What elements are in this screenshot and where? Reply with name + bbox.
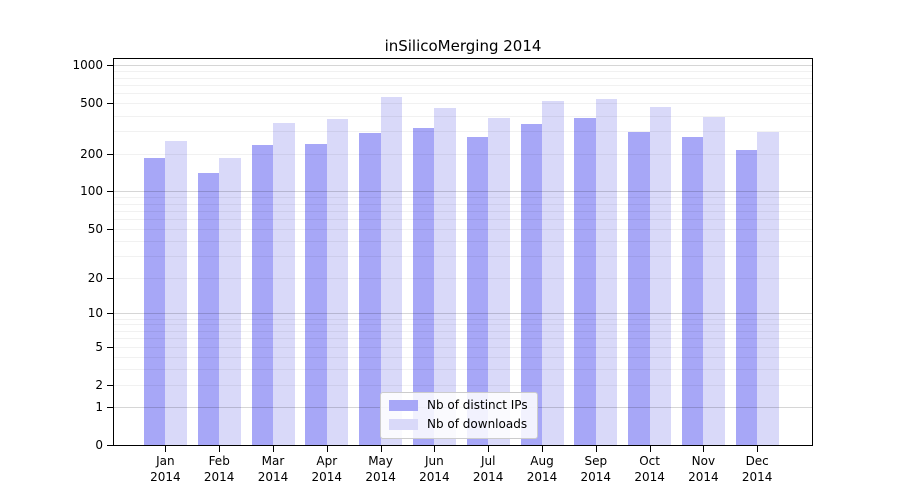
x-axis-tick-dec — [757, 446, 759, 452]
x-axis-tick-jan — [165, 446, 167, 452]
bars-layer — [114, 59, 812, 445]
bar-distinct-ips-oct — [628, 132, 650, 445]
x-axis-tick-nov — [703, 446, 705, 452]
x-tick-label-oct: Oct 2014 — [634, 454, 665, 484]
y-axis-tick-1000 — [107, 65, 113, 67]
y-tick-label-100: 100 — [80, 184, 103, 199]
bar-distinct-ips-may — [359, 133, 381, 445]
bar-distinct-ips-feb — [197, 173, 220, 445]
x-axis-tick-mar — [273, 446, 274, 452]
x-tick-label-nov: Nov 2014 — [688, 454, 719, 484]
legend-swatch-downloads — [389, 419, 418, 430]
y-tick-label-2: 2 — [95, 377, 103, 392]
y-tick-label-20: 20 — [87, 270, 103, 285]
x-tick-label-mar: Mar 2014 — [257, 454, 289, 484]
y-axis-tick-5 — [107, 346, 113, 348]
y-tick-label-1000: 1000 — [72, 58, 103, 73]
y-tick-label-10: 10 — [87, 306, 103, 321]
chart-title: inSilicoMerging 2014 — [384, 37, 542, 55]
y-axis-tick-0 — [107, 445, 113, 446]
y-tick-label-5: 5 — [95, 339, 103, 354]
y-tick-label-50: 50 — [87, 221, 103, 236]
legend-label-downloads: Nb of downloads — [427, 417, 528, 431]
bar-distinct-ips-aug — [520, 123, 542, 445]
x-tick-label-feb: Feb 2014 — [203, 454, 235, 484]
bar-downloads-nov — [703, 117, 725, 445]
y-axis-tick-1 — [107, 406, 113, 408]
bar-downloads-apr — [326, 119, 349, 445]
bar-downloads-jul — [488, 117, 510, 445]
x-axis-tick-aug — [542, 446, 543, 452]
bar-downloads-feb — [219, 157, 241, 445]
y-axis-tick-20 — [107, 277, 113, 279]
x-tick-label-jul: Jul 2014 — [472, 454, 504, 484]
bar-downloads-oct — [649, 107, 672, 445]
bar-downloads-sep — [595, 98, 618, 445]
x-tick-label-dec: Dec 2014 — [741, 454, 773, 484]
x-axis-tick-apr — [326, 446, 328, 452]
y-axis-tick-2 — [107, 384, 113, 386]
legend-row-distinct-ips: Nb of distinct IPs — [389, 398, 528, 413]
x-tick-label-sep: Sep 2014 — [580, 454, 612, 484]
bar-downloads-jan — [165, 141, 187, 445]
bar-distinct-ips-sep — [574, 117, 596, 445]
x-tick-label-jan: Jan 2014 — [150, 454, 181, 484]
bar-downloads-jun — [434, 108, 456, 445]
x-tick-label-jun: Jun 2014 — [419, 454, 450, 484]
x-tick-label-aug: Aug 2014 — [526, 454, 558, 484]
y-tick-label-200: 200 — [80, 146, 103, 161]
y-axis-tick-100 — [107, 191, 113, 193]
bar-downloads-aug — [542, 101, 564, 445]
bar-downloads-mar — [273, 123, 295, 445]
legend-swatch-distinct-ips — [389, 400, 418, 411]
bar-distinct-ips-jan — [143, 157, 166, 445]
x-axis-tick-feb — [219, 446, 221, 452]
bar-downloads-dec — [757, 132, 779, 445]
x-axis-tick-jun — [434, 446, 436, 452]
x-axis-tick-may — [380, 446, 382, 452]
bar-distinct-ips-jul — [466, 137, 489, 445]
y-tick-label-500: 500 — [80, 96, 103, 111]
y-tick-label-1: 1 — [95, 399, 103, 414]
y-axis-tick-200 — [107, 153, 113, 155]
y-tick-label-0: 0 — [95, 438, 103, 452]
y-axis-tick-500 — [107, 103, 113, 105]
x-axis-tick-oct — [649, 446, 651, 452]
bar-distinct-ips-dec — [735, 149, 758, 445]
plot-area — [113, 58, 813, 446]
bar-distinct-ips-mar — [251, 144, 273, 445]
bar-downloads-may — [380, 97, 403, 445]
bar-distinct-ips-nov — [681, 137, 704, 445]
x-axis-tick-jul — [488, 446, 490, 452]
legend-label-distinct-ips: Nb of distinct IPs — [427, 398, 528, 412]
bar-distinct-ips-jun — [412, 127, 435, 445]
x-tick-label-apr: Apr 2014 — [311, 454, 343, 484]
x-tick-label-may: May 2014 — [365, 454, 396, 484]
legend: Nb of distinct IPs Nb of downloads — [380, 392, 538, 439]
legend-row-downloads: Nb of downloads — [389, 417, 528, 432]
y-axis-tick-50 — [107, 228, 113, 230]
x-axis-tick-sep — [595, 446, 597, 452]
y-axis-tick-10 — [107, 313, 113, 315]
bar-distinct-ips-apr — [305, 143, 327, 445]
